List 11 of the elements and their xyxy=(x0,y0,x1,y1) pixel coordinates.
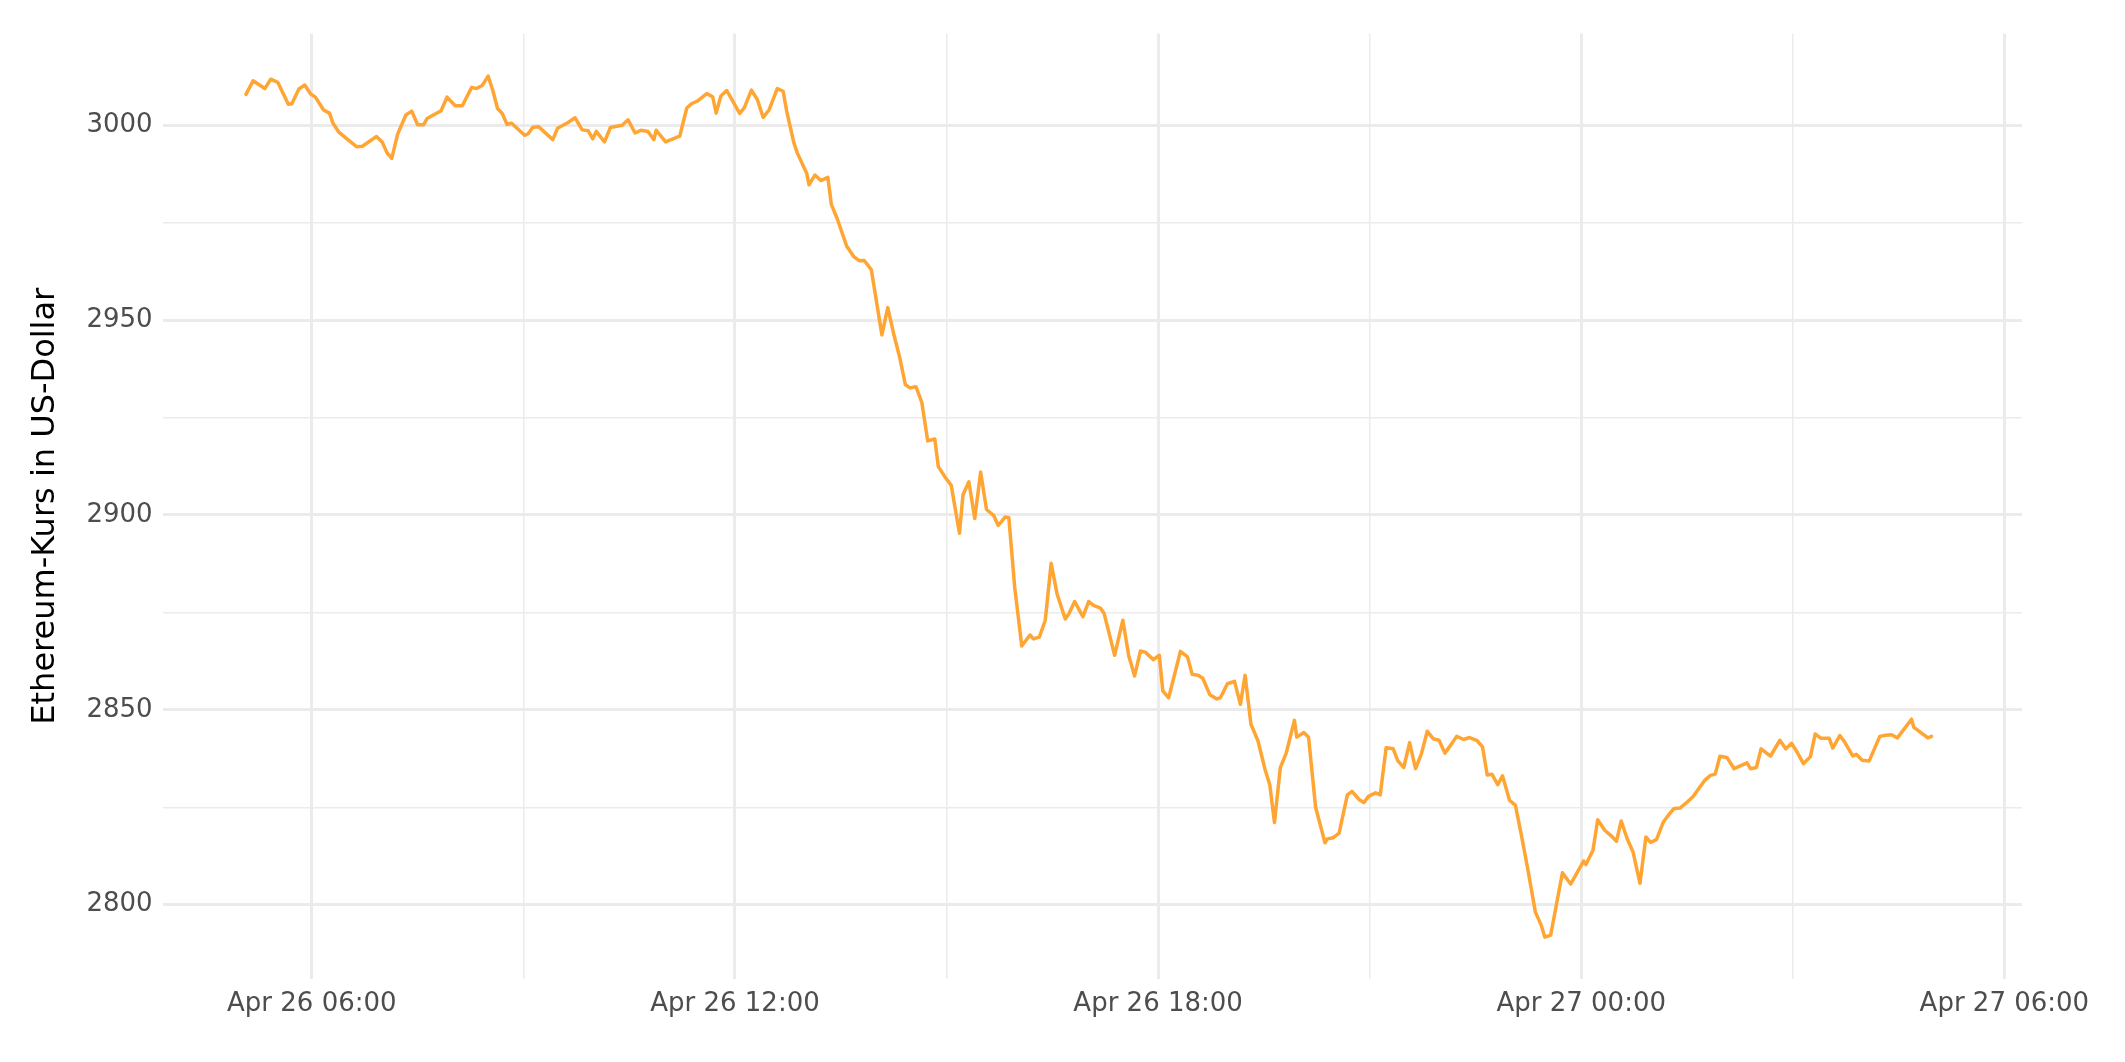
y-axis-title: Ethereum-Kurs in US-Dollar xyxy=(23,286,62,725)
y-tick-label: 2850 xyxy=(86,692,153,723)
y-tick-label: 2800 xyxy=(86,887,153,918)
x-tick-label: Apr 26 12:00 xyxy=(650,987,820,1018)
x-tick-label: Apr 26 06:00 xyxy=(227,987,397,1018)
x-tick-label: Apr 26 18:00 xyxy=(1073,987,1243,1018)
y-tick-label: 2950 xyxy=(86,302,153,333)
x-tick-label: Apr 27 00:00 xyxy=(1496,987,1666,1018)
y-tick-label: 2900 xyxy=(86,497,153,528)
y-tick-label: 3000 xyxy=(86,107,153,138)
x-tick-label: Apr 27 06:00 xyxy=(1919,987,2090,1018)
